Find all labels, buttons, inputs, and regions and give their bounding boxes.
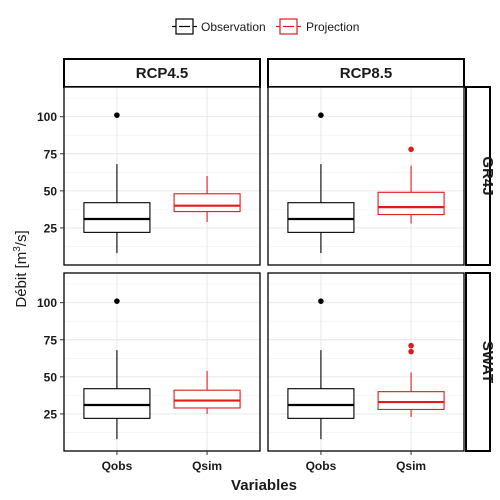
x-axis-title: Variables [231, 477, 297, 494]
legend-label: Projection [306, 20, 359, 34]
legend-key [172, 18, 197, 35]
outlier-point [408, 146, 414, 153]
y-tick-label: 75 [44, 333, 58, 347]
box-body [377, 191, 445, 216]
panel-background [64, 87, 260, 265]
panel [63, 86, 261, 266]
y-tick-label: 50 [44, 184, 58, 198]
panel-background [268, 273, 464, 451]
column-strip [63, 58, 261, 88]
row-strip-label: SWAT [479, 341, 496, 383]
x-tick-label: Qobs [102, 459, 133, 473]
outlier-point [408, 342, 414, 349]
box-qobs [287, 112, 355, 254]
legend-item: Observation [172, 18, 266, 35]
y-axis-title: Débit [m3/s] [12, 230, 30, 307]
box-qsim [377, 146, 445, 224]
panel-border [63, 86, 261, 266]
y-tick-label: 75 [44, 147, 58, 161]
panel-border [267, 272, 465, 452]
legend-item: Projection [276, 18, 359, 35]
y-tick-label: 25 [44, 221, 58, 235]
y-tick-label: 25 [44, 407, 58, 421]
box-qsim [173, 176, 241, 222]
legend-label: Observation [201, 20, 266, 34]
y-axis-title-prefix: Débit [m [13, 252, 30, 308]
column-strip-label: RCP8.5 [340, 65, 393, 82]
box-body [173, 193, 241, 213]
row-strip [465, 86, 491, 266]
box-body [83, 388, 151, 419]
box-qsim [377, 342, 445, 417]
panel [267, 86, 465, 266]
box-body [287, 202, 355, 233]
panel-background [268, 87, 464, 265]
outlier-point [318, 112, 324, 118]
box-body [173, 389, 241, 409]
panel-border [63, 272, 261, 452]
column-strip [267, 58, 465, 88]
panel-background [64, 273, 260, 451]
y-axis-title-suffix: /s] [13, 230, 30, 246]
outlier-point [114, 298, 120, 304]
y-tick-label: 100 [37, 110, 57, 124]
y-axis-title-sup: 3 [12, 246, 23, 252]
panel [267, 272, 465, 452]
box-qsim [173, 370, 241, 414]
outlier-point [318, 298, 324, 304]
outlier-point [114, 112, 120, 118]
box-qobs [83, 112, 151, 254]
panel [63, 272, 261, 452]
box-body [83, 202, 151, 233]
box-body [377, 391, 445, 411]
row-strip-label: GR4J [479, 156, 496, 195]
legend-key [276, 18, 301, 35]
legend: Observation Projection [172, 18, 359, 35]
x-tick-label: Qsim [396, 459, 426, 473]
box-qobs [83, 298, 151, 440]
row-strip [465, 272, 491, 452]
column-strip-label: RCP4.5 [136, 65, 189, 82]
y-tick-label: 50 [44, 370, 58, 384]
outlier-point [408, 348, 414, 355]
y-tick-label: 100 [37, 296, 57, 310]
x-tick-label: Qsim [192, 459, 222, 473]
box-body [287, 388, 355, 419]
panel-border [267, 86, 465, 266]
gridlines [268, 87, 464, 265]
x-tick-label: Qobs [306, 459, 337, 473]
box-qobs [287, 298, 355, 440]
